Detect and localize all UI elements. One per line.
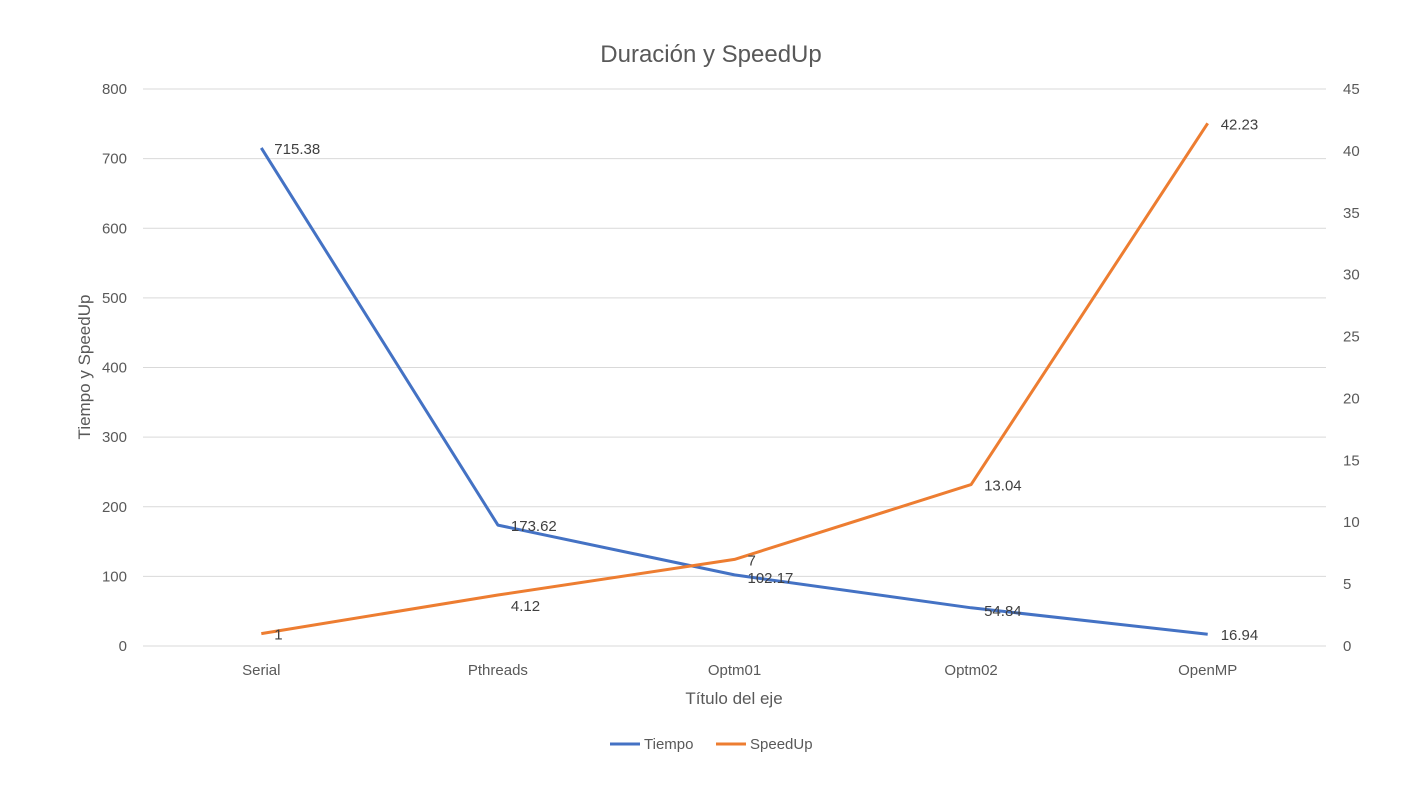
left-tick-label: 100	[102, 568, 127, 585]
left-axis-ticks: 0 100 200 300 400 500 600 700 800	[102, 81, 127, 655]
right-tick-label: 15	[1343, 452, 1360, 469]
series-lines	[260, 122, 1209, 636]
y-axis-title: Tiempo y SpeedUp	[75, 295, 94, 440]
legend-label: Tiempo	[644, 736, 693, 753]
data-label: 4.12	[511, 598, 540, 615]
left-tick-label: 700	[102, 151, 127, 168]
left-tick-label: 200	[102, 499, 127, 516]
data-label: 16.94	[1221, 627, 1259, 644]
right-tick-label: 0	[1343, 638, 1351, 655]
right-tick-label: 10	[1343, 514, 1360, 531]
x-tick-label: OpenMP	[1178, 662, 1237, 679]
data-label: 54.84	[984, 603, 1022, 620]
x-tick-label: Serial	[242, 662, 280, 679]
data-label: 42.23	[1221, 116, 1259, 133]
left-tick-label: 600	[102, 220, 127, 237]
data-label: 13.04	[984, 478, 1022, 495]
right-tick-label: 40	[1343, 143, 1360, 160]
chart-title: Duración y SpeedUp	[600, 41, 821, 68]
x-tick-label: Pthreads	[468, 662, 528, 679]
data-label: 102.17	[748, 570, 794, 587]
data-labels: 715.38 173.62 102.17 54.84 16.94 1 4.12 7 13.04 4…	[274, 116, 1258, 644]
legend-label: SpeedUp	[750, 736, 813, 753]
series-line-tiempo	[260, 147, 1208, 636]
left-tick-label: 400	[102, 360, 127, 377]
right-tick-label: 5	[1343, 576, 1351, 593]
x-axis-title: Título del eje	[685, 689, 782, 708]
left-tick-label: 0	[119, 638, 127, 655]
x-tick-label: Optm02	[944, 662, 997, 679]
data-label: 1	[274, 627, 282, 644]
left-tick-label: 300	[102, 429, 127, 446]
right-tick-label: 30	[1343, 267, 1360, 284]
right-tick-label: 20	[1343, 390, 1360, 407]
data-label: 7	[748, 552, 756, 569]
right-axis-ticks: 0 5 10 15 20 25 30 35 40 45	[1343, 81, 1360, 655]
data-label: 173.62	[511, 518, 557, 535]
series-line-speedup	[261, 122, 1209, 636]
left-tick-label: 500	[102, 290, 127, 307]
right-tick-label: 35	[1343, 205, 1360, 222]
x-tick-label: Optm01	[708, 662, 761, 679]
gridlines	[143, 88, 1326, 647]
right-tick-label: 45	[1343, 81, 1360, 98]
x-axis-ticks: Serial Pthreads Optm01 Optm02 OpenMP	[242, 662, 1237, 679]
data-label: 715.38	[274, 141, 320, 158]
left-tick-label: 800	[102, 81, 127, 98]
right-tick-label: 25	[1343, 329, 1360, 346]
legend: Tiempo SpeedUp	[610, 736, 813, 753]
